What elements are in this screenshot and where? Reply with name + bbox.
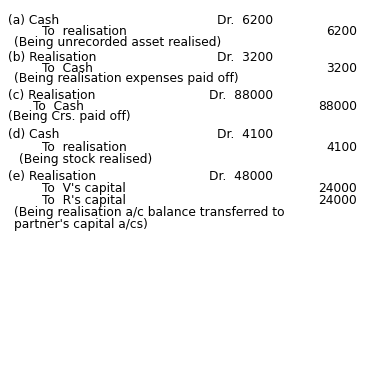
- Text: Dr.  88000: Dr. 88000: [209, 89, 273, 102]
- Text: 24000: 24000: [318, 194, 357, 207]
- Text: To  V's capital: To V's capital: [42, 182, 126, 195]
- Text: Dr.  6200: Dr. 6200: [217, 14, 273, 27]
- Text: To  Cash: To Cash: [42, 62, 93, 75]
- Text: (Being Crs. paid off): (Being Crs. paid off): [8, 110, 131, 123]
- Text: 3200: 3200: [326, 62, 357, 75]
- Text: (d) Cash: (d) Cash: [8, 128, 59, 141]
- Text: 6200: 6200: [326, 25, 357, 38]
- Text: To  R's capital: To R's capital: [42, 194, 126, 207]
- Text: Dr.  4100: Dr. 4100: [217, 128, 273, 141]
- Text: To  realisation: To realisation: [42, 25, 127, 38]
- Text: (Being unrecorded asset realised): (Being unrecorded asset realised): [14, 36, 221, 49]
- Text: (Being stock realised): (Being stock realised): [19, 153, 152, 166]
- Text: (Being realisation a/c balance transferred to: (Being realisation a/c balance transferr…: [14, 206, 284, 219]
- Text: 24000: 24000: [318, 182, 357, 195]
- Text: To  Cash: To Cash: [33, 100, 84, 113]
- Text: (c) Realisation: (c) Realisation: [8, 89, 95, 102]
- Text: (b) Realisation: (b) Realisation: [8, 51, 96, 64]
- Text: (Being realisation expenses paid off): (Being realisation expenses paid off): [14, 72, 238, 85]
- Text: (e) Realisation: (e) Realisation: [8, 170, 96, 184]
- Text: 88000: 88000: [318, 100, 357, 113]
- Text: 4100: 4100: [326, 141, 357, 154]
- Text: (a) Cash: (a) Cash: [8, 14, 59, 27]
- Text: Dr.  3200: Dr. 3200: [217, 51, 273, 64]
- Text: partner's capital a/cs): partner's capital a/cs): [14, 218, 148, 231]
- Text: Dr.  48000: Dr. 48000: [209, 170, 273, 184]
- Text: To  realisation: To realisation: [42, 141, 127, 154]
